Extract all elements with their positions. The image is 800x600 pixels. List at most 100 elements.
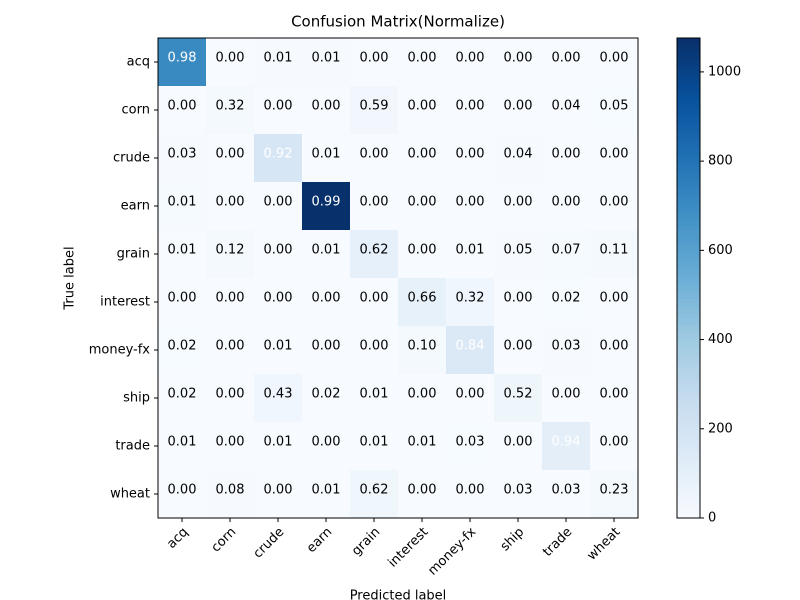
colorbar-segment bbox=[677, 382, 700, 387]
cell-label: 0.03 bbox=[552, 483, 581, 498]
cell bbox=[446, 86, 495, 135]
colorbar-segment bbox=[677, 326, 700, 331]
colorbar-segment bbox=[677, 354, 700, 359]
cell bbox=[302, 230, 351, 279]
colorbar-segment bbox=[677, 438, 700, 443]
colorbar-segment bbox=[677, 402, 700, 407]
colorbar-segment bbox=[677, 146, 700, 151]
colorbar-tick-label: 0 bbox=[708, 511, 716, 526]
cell bbox=[254, 38, 303, 87]
cell-label: 0.01 bbox=[408, 435, 437, 450]
cell-label: 0.00 bbox=[408, 51, 437, 66]
cell bbox=[254, 182, 303, 231]
colorbar-segment bbox=[677, 66, 700, 71]
y-tick-label: interest bbox=[100, 295, 150, 310]
cell bbox=[446, 278, 495, 327]
cell-label: 0.01 bbox=[168, 435, 197, 450]
y-tick-label: ship bbox=[123, 391, 150, 406]
cell bbox=[494, 134, 543, 183]
colorbar-segment bbox=[677, 206, 700, 211]
y-tick-label: earn bbox=[121, 199, 150, 214]
colorbar-segment bbox=[677, 346, 700, 351]
colorbar-segment bbox=[677, 454, 700, 459]
colorbar-segment bbox=[677, 390, 700, 395]
cell bbox=[158, 470, 207, 519]
cell-label: 0.00 bbox=[504, 99, 533, 114]
colorbar-segment bbox=[677, 350, 700, 355]
colorbar-segment bbox=[677, 158, 700, 163]
cell bbox=[542, 374, 591, 423]
colorbar-segment bbox=[677, 502, 700, 507]
cell bbox=[350, 278, 399, 327]
cell-label: 0.08 bbox=[216, 483, 245, 498]
colorbar-segment bbox=[677, 70, 700, 75]
cell bbox=[302, 38, 351, 87]
cell-label: 0.01 bbox=[168, 243, 197, 258]
cell-label: 0.02 bbox=[168, 387, 197, 402]
cell-label: 0.04 bbox=[504, 147, 533, 162]
cell-label: 0.32 bbox=[456, 291, 485, 306]
colorbar-segment bbox=[677, 94, 700, 99]
colorbar-segment bbox=[677, 498, 700, 503]
cell-label: 0.52 bbox=[504, 387, 533, 402]
cell-label: 0.00 bbox=[600, 339, 629, 354]
cell-label: 0.00 bbox=[456, 483, 485, 498]
colorbar-segment bbox=[677, 90, 700, 95]
cell-label: 0.00 bbox=[264, 99, 293, 114]
colorbar-segment bbox=[677, 486, 700, 491]
cell bbox=[494, 182, 543, 231]
cell-label: 0.02 bbox=[552, 291, 581, 306]
cell-label: 0.00 bbox=[168, 291, 197, 306]
cell bbox=[590, 38, 639, 87]
colorbar-segment bbox=[677, 54, 700, 59]
colorbar-segment bbox=[677, 462, 700, 467]
colorbar-segment bbox=[677, 102, 700, 107]
cell-label: 0.00 bbox=[552, 387, 581, 402]
cell-label: 0.00 bbox=[504, 195, 533, 210]
colorbar-segment bbox=[677, 242, 700, 247]
colorbar-segment bbox=[677, 118, 700, 123]
colorbar-segment bbox=[677, 154, 700, 159]
colorbar-segment bbox=[677, 306, 700, 311]
cell bbox=[158, 38, 207, 87]
cell-label: 0.00 bbox=[360, 147, 389, 162]
cell bbox=[158, 134, 207, 183]
cell-label: 0.00 bbox=[408, 195, 437, 210]
cell-label: 0.00 bbox=[408, 387, 437, 402]
cell-label: 0.00 bbox=[360, 195, 389, 210]
colorbar-segment bbox=[677, 138, 700, 143]
cell-label: 0.00 bbox=[456, 99, 485, 114]
colorbar-segment bbox=[677, 114, 700, 119]
colorbar-segment bbox=[677, 482, 700, 487]
cell-label: 0.00 bbox=[360, 51, 389, 66]
cell-label: 0.00 bbox=[408, 483, 437, 498]
colorbar-segment bbox=[677, 142, 700, 147]
cell bbox=[398, 86, 447, 135]
cell-label: 0.00 bbox=[552, 147, 581, 162]
y-tick-label: wheat bbox=[110, 487, 150, 502]
cell-label: 0.01 bbox=[360, 435, 389, 450]
cell-label: 0.98 bbox=[168, 51, 197, 66]
colorbar-segment bbox=[677, 334, 700, 339]
colorbar-segment bbox=[677, 426, 700, 431]
cell bbox=[350, 182, 399, 231]
cell bbox=[590, 422, 639, 471]
colorbar-segment bbox=[677, 174, 700, 179]
cell-label: 0.00 bbox=[360, 291, 389, 306]
cell-label: 0.11 bbox=[600, 243, 629, 258]
cell-label: 0.00 bbox=[456, 51, 485, 66]
cell-label: 0.00 bbox=[552, 51, 581, 66]
cell bbox=[206, 374, 255, 423]
colorbar-segment bbox=[677, 162, 700, 167]
cell-label: 0.00 bbox=[600, 435, 629, 450]
cell-label: 0.01 bbox=[312, 147, 341, 162]
cell bbox=[302, 422, 351, 471]
cell-label: 0.05 bbox=[600, 99, 629, 114]
colorbar-segment bbox=[677, 458, 700, 463]
colorbar-segment bbox=[677, 82, 700, 87]
cell-label: 0.00 bbox=[600, 51, 629, 66]
cell bbox=[254, 422, 303, 471]
cell bbox=[398, 134, 447, 183]
cell bbox=[302, 326, 351, 375]
cell-label: 0.01 bbox=[168, 195, 197, 210]
